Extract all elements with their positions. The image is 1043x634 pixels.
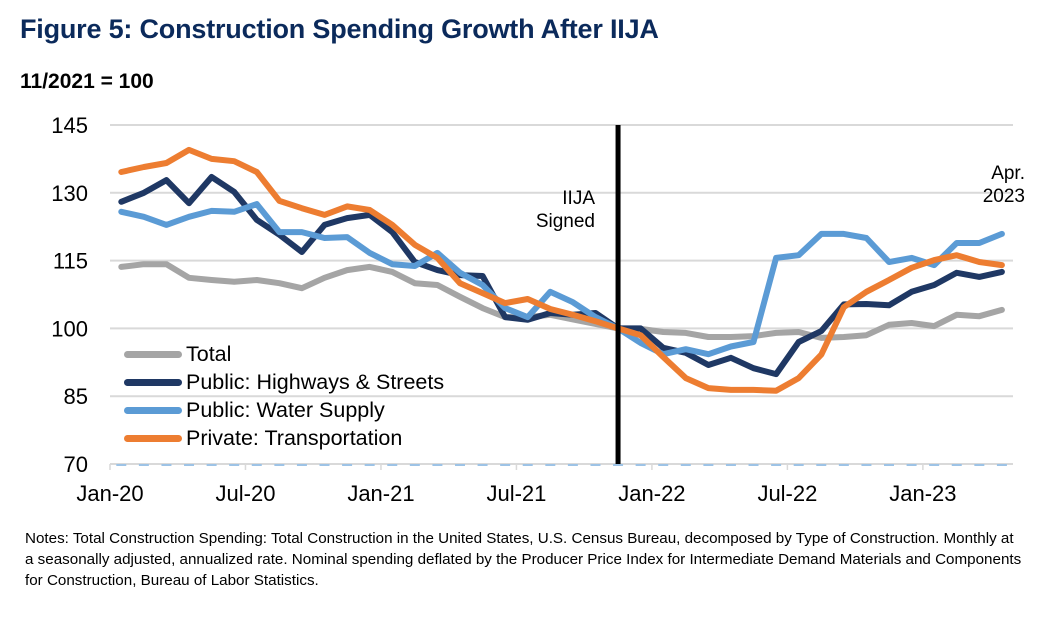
apr-annotation-line2: 2023 <box>982 186 1025 207</box>
y-tick-label: 115 <box>53 249 88 274</box>
legend-swatch-water <box>124 406 182 414</box>
chart-subtitle: 11/2021 = 100 <box>20 70 154 93</box>
x-tick-label: Jan-20 <box>76 481 143 506</box>
y-tick-label: 130 <box>51 181 88 206</box>
x-axis-tick-labels: Jan-20 Jul-20 Jan-21 Jul-21 Jan-22 Jul-22 Jan-… <box>76 481 956 506</box>
series-line-total <box>118 261 1005 341</box>
legend-item-water: Public: Water Supply <box>124 396 444 424</box>
y-axis-tick-labels: 70 85 100 115 130 145 <box>51 113 88 477</box>
series-lines <box>118 146 1005 394</box>
legend-swatch-transportation <box>124 434 182 442</box>
apr-2023-annotation: Apr. 2023 <box>940 162 1025 208</box>
y-tick-label: 145 <box>51 113 88 138</box>
y-tick-label: 70 <box>64 452 88 477</box>
iija-annotation-line1: IIJA <box>562 188 595 209</box>
legend-label-total: Total <box>186 341 232 366</box>
x-tick-label: Jan-21 <box>347 481 414 506</box>
gridlines <box>110 124 1013 398</box>
iija-signed-annotation: IIJA Signed <box>505 187 595 233</box>
y-tick-label: 85 <box>64 384 88 409</box>
iija-annotation-line2: Signed <box>535 211 595 232</box>
legend: Total Public: Highways & Streets Public:… <box>124 340 444 452</box>
x-tick-label: Jul-22 <box>757 481 817 506</box>
legend-item-highways: Public: Highways & Streets <box>124 368 444 396</box>
x-tick-label: Jul-20 <box>216 481 276 506</box>
legend-swatch-total <box>124 350 182 358</box>
legend-label-water: Public: Water Supply <box>186 397 385 422</box>
series-line-public-water-supply <box>118 201 1005 358</box>
chart-title: Figure 5: Construction Spending Growth A… <box>20 14 659 44</box>
legend-label-transportation: Private: Transportation <box>186 425 403 450</box>
chart-notes: Notes: Total Construction Spending: Tota… <box>25 530 1022 589</box>
y-tick-label: 100 <box>51 316 88 341</box>
apr-annotation-line1: Apr. <box>991 163 1025 184</box>
legend-item-transportation: Private: Transportation <box>124 424 444 452</box>
x-tick-label: Jan-22 <box>618 481 685 506</box>
series-line-private-transportation <box>118 146 1005 394</box>
x-axis <box>109 463 1013 470</box>
legend-item-total: Total <box>124 340 444 368</box>
x-tick-label: Jan-23 <box>889 481 956 506</box>
legend-swatch-highways <box>124 378 182 386</box>
legend-label-highways: Public: Highways & Streets <box>186 369 445 394</box>
x-tick-label: Jul-21 <box>486 481 546 506</box>
